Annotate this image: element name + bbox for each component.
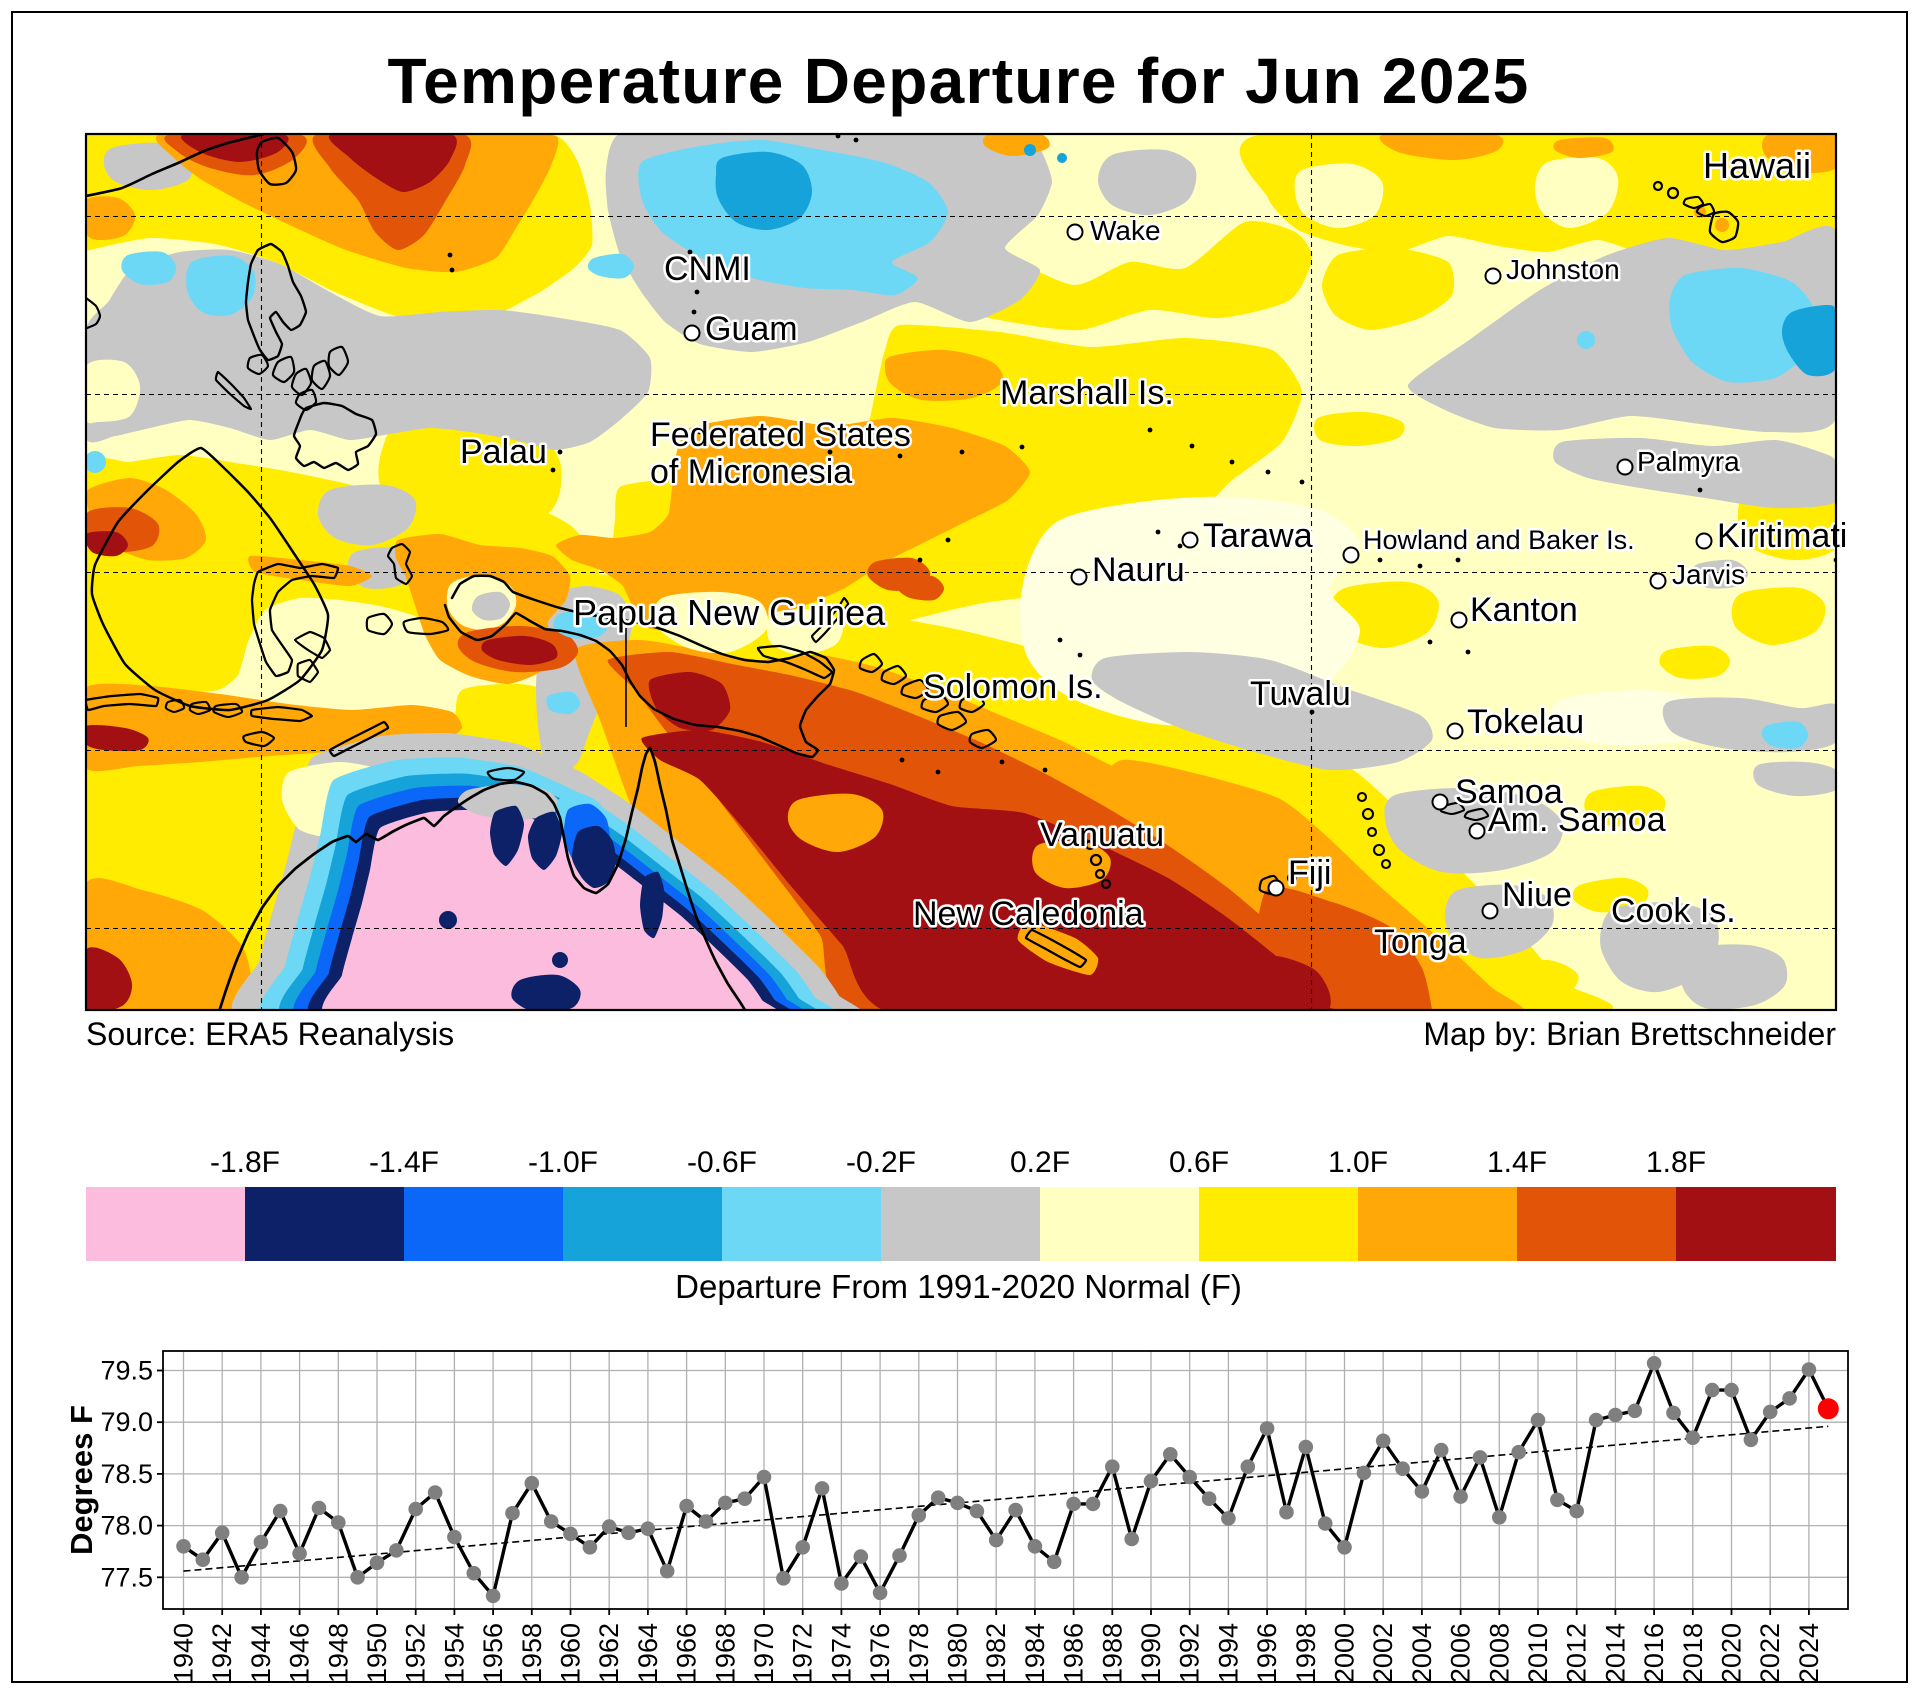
svg-text:Hawaii: Hawaii — [1703, 145, 1811, 186]
svg-text:Vanuatu: Vanuatu — [1040, 816, 1164, 854]
svg-text:2020: 2020 — [1717, 1623, 1747, 1683]
svg-text:2012: 2012 — [1562, 1623, 1592, 1683]
svg-text:2010: 2010 — [1523, 1623, 1553, 1683]
svg-text:1986: 1986 — [1059, 1623, 1089, 1683]
svg-text:1950: 1950 — [362, 1623, 392, 1683]
svg-text:2016: 2016 — [1639, 1623, 1669, 1683]
svg-text:79.0: 79.0 — [100, 1407, 153, 1437]
svg-text:Johnston: Johnston — [1506, 254, 1620, 285]
svg-text:1992: 1992 — [1175, 1623, 1205, 1683]
svg-text:New Caledonia: New Caledonia — [913, 895, 1144, 933]
svg-text:1954: 1954 — [439, 1623, 469, 1683]
svg-text:1978: 1978 — [904, 1623, 934, 1683]
svg-text:Niue: Niue — [1502, 876, 1572, 914]
svg-text:1982: 1982 — [981, 1623, 1011, 1683]
svg-text:1974: 1974 — [826, 1623, 856, 1683]
svg-text:1988: 1988 — [1097, 1623, 1127, 1683]
svg-text:1972: 1972 — [788, 1623, 818, 1683]
svg-text:2002: 2002 — [1368, 1623, 1398, 1683]
svg-text:Howland and Baker Is.: Howland and Baker Is. — [1363, 525, 1635, 555]
svg-text:Tarawa: Tarawa — [1203, 517, 1313, 555]
svg-text:1956: 1956 — [478, 1623, 508, 1683]
svg-text:79.5: 79.5 — [100, 1356, 153, 1386]
svg-text:2014: 2014 — [1600, 1623, 1630, 1683]
svg-text:Wake: Wake — [1090, 215, 1161, 246]
svg-text:Fiji: Fiji — [1288, 854, 1331, 892]
svg-text:1946: 1946 — [285, 1623, 315, 1683]
svg-text:78.0: 78.0 — [100, 1511, 153, 1541]
svg-text:1942: 1942 — [207, 1623, 237, 1683]
svg-text:1960: 1960 — [556, 1623, 586, 1683]
svg-text:Tonga: Tonga — [1374, 923, 1467, 961]
svg-text:Degrees F: Degrees F — [64, 1405, 99, 1555]
svg-text:1940: 1940 — [169, 1623, 199, 1683]
svg-text:1990: 1990 — [1136, 1623, 1166, 1683]
svg-text:1996: 1996 — [1252, 1623, 1282, 1683]
svg-text:1944: 1944 — [246, 1623, 276, 1683]
svg-text:Solomon Is.: Solomon Is. — [923, 668, 1103, 706]
svg-text:1984: 1984 — [1020, 1623, 1050, 1683]
svg-text:1962: 1962 — [594, 1623, 624, 1683]
svg-text:1994: 1994 — [1213, 1623, 1243, 1683]
svg-text:Tuvalu: Tuvalu — [1250, 675, 1351, 713]
svg-text:Nauru: Nauru — [1092, 551, 1185, 589]
svg-text:Papua New Guinea: Papua New Guinea — [573, 592, 886, 633]
svg-text:CNMI: CNMI — [664, 250, 751, 288]
svg-text:1958: 1958 — [517, 1623, 547, 1683]
svg-text:Samoa: Samoa — [1455, 773, 1563, 811]
svg-text:2008: 2008 — [1484, 1623, 1514, 1683]
svg-text:Palmyra: Palmyra — [1637, 446, 1740, 477]
svg-text:2022: 2022 — [1755, 1623, 1785, 1683]
svg-text:1980: 1980 — [943, 1623, 973, 1683]
svg-text:2024: 2024 — [1794, 1623, 1824, 1683]
svg-text:1970: 1970 — [749, 1623, 779, 1683]
svg-text:Tokelau: Tokelau — [1467, 703, 1584, 741]
svg-text:77.5: 77.5 — [100, 1562, 153, 1592]
svg-text:Jarvis: Jarvis — [1672, 559, 1745, 590]
svg-text:2000: 2000 — [1330, 1623, 1360, 1683]
svg-text:Marshall Is.: Marshall Is. — [1000, 374, 1174, 412]
svg-text:1976: 1976 — [865, 1623, 895, 1683]
svg-text:1948: 1948 — [323, 1623, 353, 1683]
svg-text:1952: 1952 — [401, 1623, 431, 1683]
svg-text:2004: 2004 — [1407, 1623, 1437, 1683]
svg-text:of Micronesia: of Micronesia — [650, 453, 852, 491]
svg-text:Kiritimati: Kiritimati — [1717, 517, 1847, 555]
svg-text:2006: 2006 — [1446, 1623, 1476, 1683]
svg-text:1968: 1968 — [710, 1623, 740, 1683]
svg-text:Cook Is.: Cook Is. — [1611, 892, 1736, 930]
svg-text:1964: 1964 — [633, 1623, 663, 1683]
svg-text:2018: 2018 — [1678, 1623, 1708, 1683]
svg-text:Kanton: Kanton — [1470, 591, 1578, 629]
svg-text:1966: 1966 — [672, 1623, 702, 1683]
svg-text:Guam: Guam — [705, 310, 798, 348]
svg-text:1998: 1998 — [1291, 1623, 1321, 1683]
svg-text:Am. Samoa: Am. Samoa — [1488, 801, 1666, 839]
svg-text:78.5: 78.5 — [100, 1459, 153, 1489]
svg-text:Federated States: Federated States — [650, 416, 911, 454]
svg-text:Palau: Palau — [460, 433, 547, 471]
